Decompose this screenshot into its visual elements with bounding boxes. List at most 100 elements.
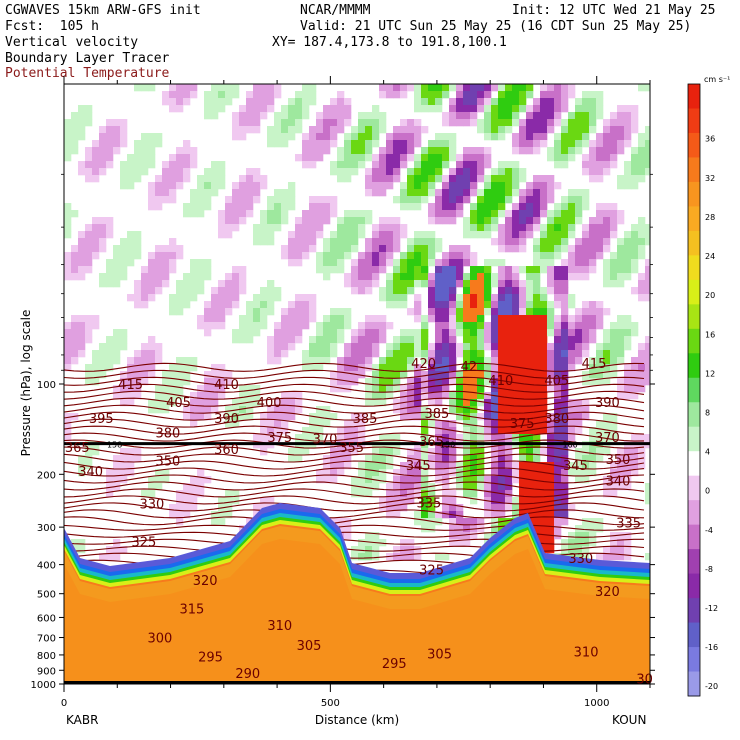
field-label-potential-temperature: Potential Temperature <box>5 66 170 81</box>
colorbar-swatch <box>688 279 700 305</box>
y-tick-label: 300 <box>37 523 56 534</box>
theta-contour-label: 405 <box>166 396 191 411</box>
colorbar-swatch <box>688 573 700 599</box>
theta-contour-label: 365 <box>419 435 444 450</box>
colorbar-swatch <box>688 671 700 697</box>
colorbar-swatch <box>688 157 700 183</box>
init-time: Init: 12 UTC Wed 21 May 25 <box>512 3 716 18</box>
colorbar-tick-label: -4 <box>705 526 713 535</box>
colorbar-tick-label: 0 <box>705 487 710 496</box>
theta-contour-label: 375 <box>510 417 535 432</box>
tropopause-label: 158 <box>107 441 122 450</box>
theta-contour-label: 380 <box>155 426 180 441</box>
terrain-boundary-layer <box>64 503 650 684</box>
theta-contour-label: 385 <box>424 407 449 422</box>
y-tick-label: 600 <box>37 613 56 624</box>
theta-contour-label: 395 <box>89 412 114 427</box>
theta-contour-label: 415 <box>118 378 143 393</box>
theta-contour-label: 390 <box>595 396 620 411</box>
theta-contour-label: 350 <box>606 453 631 468</box>
theta-contour-label: 310 <box>267 619 292 634</box>
colorbar-swatch <box>688 475 700 501</box>
cross-section-endpoints: XY= 187.4,173.8 to 191.8,100.1 <box>272 35 507 50</box>
colorbar-swatch <box>688 500 700 526</box>
theta-contour-label: 405 <box>544 374 569 389</box>
theta-contour-label: 350 <box>155 455 180 470</box>
theta-contour-label: 320 <box>193 574 218 589</box>
x-tick-label: 1000 <box>584 698 609 709</box>
colorbar-swatch <box>688 353 700 379</box>
colorbar-swatch <box>688 132 700 158</box>
colorbar-tick-label: -16 <box>705 643 718 652</box>
y-tick-label: 100 <box>37 380 56 391</box>
theta-contour-label: 305 <box>427 647 452 662</box>
theta-contour-label: 385 <box>353 412 378 427</box>
theta-contour-label: 410 <box>214 378 239 393</box>
colorbar-swatch <box>688 598 700 624</box>
colorbar: 36 32 28 24 20 16 12 8 4 0 -4 -8 -12 -16 -20 <box>687 83 718 697</box>
x-axis: 0 500 1000 <box>61 76 651 709</box>
theta-contour-label: 335 <box>616 517 641 532</box>
x-tick-label: 500 <box>321 698 340 709</box>
theta-contour-label: 400 <box>257 396 282 411</box>
colorbar-swatch <box>688 84 700 109</box>
colorbar-swatch <box>688 549 700 575</box>
theta-contour-label: 300 <box>147 632 172 647</box>
colorbar-tick-label: 16 <box>705 330 715 339</box>
colorbar-swatch <box>688 108 700 134</box>
y-tick-label: 200 <box>37 470 56 481</box>
y-tick-label: 900 <box>37 666 56 677</box>
theta-contour-label: 42 <box>461 360 478 375</box>
y-tick-label: 800 <box>37 651 56 662</box>
y-tick-label: 700 <box>37 634 56 645</box>
theta-contour-label: 295 <box>382 657 407 672</box>
colorbar-swatch <box>688 402 700 428</box>
x-tick-label: 0 <box>61 698 67 709</box>
x-axis-label: Distance (km) <box>315 713 399 727</box>
theta-contour-label: 370 <box>595 431 620 446</box>
theta-contour-label: 390 <box>214 412 239 427</box>
colorbar-tick-label: 12 <box>705 369 715 378</box>
field-label-boundary-layer-tracer: Boundary Layer Tracer <box>5 51 170 66</box>
theta-contour-label: 370 <box>313 433 338 448</box>
y-tick-label: 1000 <box>31 680 56 691</box>
right-station-label: KOUN <box>612 713 646 727</box>
colorbar-tick-label: -20 <box>705 682 718 691</box>
theta-contour-label: 295 <box>198 651 223 666</box>
colorbar-swatch <box>688 524 700 550</box>
colorbar-swatch <box>688 622 700 648</box>
colorbar-tick-label: 24 <box>705 252 715 261</box>
colorbar-tick-label: 36 <box>705 135 715 144</box>
y-axis-label: Pressure (hPa), log scale <box>19 310 33 457</box>
theta-contour-label: 310 <box>574 646 599 661</box>
tropopause-label: 150 <box>440 441 455 450</box>
theta-contour-label: 345 <box>563 459 588 474</box>
theta-contour-label: 325 <box>419 563 444 578</box>
colorbar-swatch <box>688 451 700 477</box>
colorbar-tick-label: 8 <box>705 408 710 417</box>
theta-contour-label: 335 <box>417 496 442 511</box>
colorbar-tick-label: -8 <box>705 565 713 574</box>
y-tick-label: 500 <box>37 590 56 601</box>
theta-contour-label: 320 <box>595 585 620 600</box>
colorbar-swatch <box>688 206 700 232</box>
colorbar-tick-label: 20 <box>705 291 715 300</box>
valid-time: Valid: 21 UTC Sun 25 May 25 (16 CDT Sun … <box>300 19 692 34</box>
colorbar-tick-label: -12 <box>705 604 718 613</box>
y-tick-label: 400 <box>37 561 56 572</box>
colorbar-tick-label: 32 <box>705 174 715 183</box>
colorbar-swatch <box>688 230 700 256</box>
forecast-hour: Fcst: 105 h <box>5 19 99 34</box>
theta-contour-label: 315 <box>179 602 204 617</box>
colorbar-swatch <box>688 328 700 354</box>
theta-contour-label: 290 <box>235 667 260 682</box>
colorbar-tick-label: 4 <box>705 448 710 457</box>
colorbar-swatch <box>688 181 700 207</box>
theta-contour-label: 410 <box>488 374 513 389</box>
theta-contour-label: 305 <box>297 639 322 654</box>
theta-contour-label: 380 <box>544 412 569 427</box>
tropopause-label: 160 <box>562 441 577 450</box>
theta-contour-label: 360 <box>214 443 239 458</box>
